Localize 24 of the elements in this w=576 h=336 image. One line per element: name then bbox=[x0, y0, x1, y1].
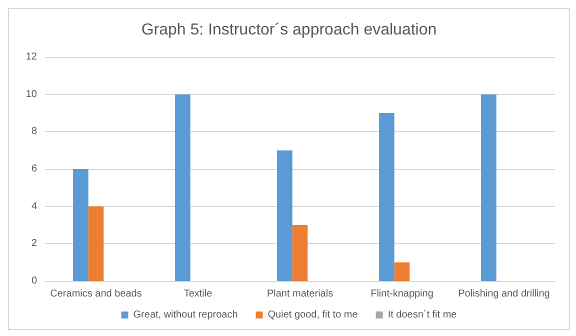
y-tick-label: 10 bbox=[26, 88, 38, 100]
bar bbox=[292, 225, 308, 281]
y-tick-label: 4 bbox=[31, 200, 38, 212]
y-tick-label: 0 bbox=[31, 276, 38, 286]
bar bbox=[379, 113, 394, 281]
x-tick-label: Polishing and drilling bbox=[458, 288, 550, 300]
bar bbox=[73, 169, 88, 281]
legend-label: It doesn´t fit me bbox=[388, 310, 458, 320]
bar bbox=[481, 94, 496, 281]
x-tick-label: Flint-knapping bbox=[370, 288, 434, 300]
y-tick-label: 6 bbox=[31, 164, 38, 174]
legend-label: Great, without reproach bbox=[133, 310, 238, 320]
bar bbox=[175, 94, 190, 281]
chart-title: Graph 5: Instructor´s approach evaluation bbox=[141, 22, 437, 38]
bar bbox=[277, 150, 292, 281]
bar bbox=[394, 262, 410, 281]
x-tick-label: Plant materials bbox=[266, 288, 334, 300]
x-tick-label: Ceramics and beads bbox=[50, 288, 142, 300]
y-tick-label: 8 bbox=[31, 126, 38, 138]
legend-label: Quiet good, fit to me bbox=[268, 310, 358, 320]
bar bbox=[88, 206, 104, 281]
x-tick-label: Textile bbox=[184, 288, 213, 300]
y-tick-label: 2 bbox=[31, 238, 38, 250]
y-tick-label: 12 bbox=[26, 52, 38, 62]
